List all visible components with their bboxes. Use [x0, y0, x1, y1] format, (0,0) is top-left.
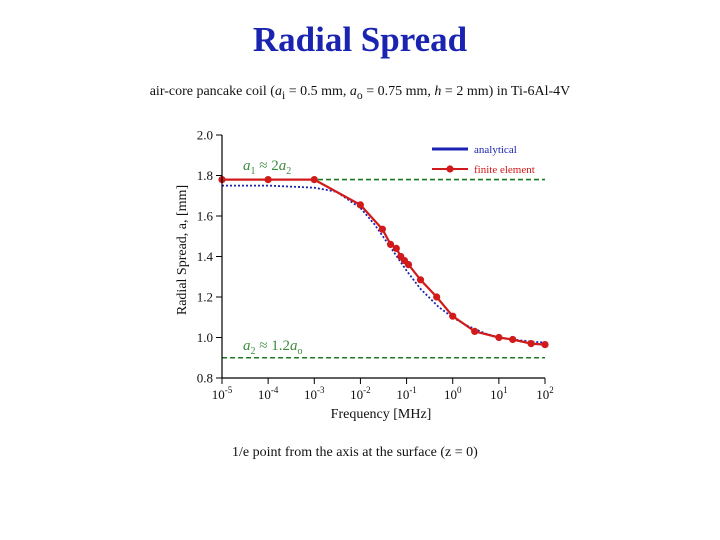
legend: analytical finite element	[432, 144, 535, 176]
finite-element-point	[471, 327, 479, 335]
subtitle-i-subscript: i	[281, 88, 286, 102]
x-tick-exponent: 2	[549, 385, 554, 395]
subtitle-mid1: = 0.5 mm,	[285, 84, 350, 99]
x-tick-label: 10-2	[350, 385, 371, 402]
finite-element-point	[356, 201, 364, 209]
x-tick-label: 10-4	[258, 385, 279, 402]
x-tick-exponent: -1	[409, 385, 417, 395]
annotation-var: a	[243, 158, 251, 174]
annotation-subscript: o	[297, 346, 302, 357]
x-tick-base: 10	[304, 387, 317, 402]
finite-element-point	[392, 244, 400, 252]
finite-element-point	[310, 176, 318, 184]
x-tick-base: 10	[212, 387, 225, 402]
x-axis-label: Frequency [MHz]	[331, 407, 432, 422]
finite-element-point	[416, 276, 425, 284]
reference-annotation-1: a1 ≈ 2a2	[243, 158, 291, 177]
x-tick-exponent: 1	[503, 385, 508, 395]
x-tick-base: 10	[536, 387, 549, 402]
finite-element-point	[404, 261, 413, 269]
subtitle-a-var-2: a	[349, 84, 357, 99]
y-tick-label: 1.6	[197, 209, 214, 224]
annotation-subscript: 1	[251, 166, 256, 177]
x-tick-base: 10	[444, 387, 457, 402]
y-tick-label: 1.4	[197, 249, 214, 264]
y-axis-label: Radial Spread, a, [mm]	[175, 185, 190, 315]
annotation-var: a	[279, 158, 287, 174]
finite-element-point	[378, 225, 386, 233]
subtitle-h-var: h	[434, 84, 442, 99]
legend-analytical-label: analytical	[474, 144, 517, 156]
subtitle-o-subscript: o	[356, 88, 363, 102]
axes: 0.81.01.21.41.61.82.010-5 10-4 10-3 10-2 10-…	[175, 128, 554, 423]
x-tick-label: 10-1	[396, 385, 417, 402]
x-tick-exponent: -4	[271, 385, 279, 395]
x-tick-exponent: -5	[225, 385, 233, 395]
reference-annotation-2: a2 ≈ 1.2ao	[243, 338, 302, 357]
annotation-subscript: 2	[286, 166, 291, 177]
annotation-subscript: 2	[251, 346, 256, 357]
finite-element-point	[433, 293, 441, 301]
x-tick-exponent: -2	[363, 385, 371, 395]
annotation-var: a	[290, 338, 298, 354]
x-tick-exponent: -3	[317, 385, 325, 395]
finite-element-point	[449, 312, 457, 320]
x-tick-exponent: 0	[457, 385, 462, 395]
subtitle-prefix: air-core pancake coil (	[149, 84, 275, 99]
figure-caption: 1/e point from the axis at the surface (…	[232, 445, 478, 460]
y-tick-label: 1.0	[197, 330, 213, 345]
finite-element-point	[264, 176, 272, 184]
subtitle-suffix: = 2 mm) in Ti-6Al-4V	[441, 84, 571, 99]
series-layer	[218, 176, 549, 349]
finite-element-point	[509, 335, 517, 344]
finite-element-point	[541, 341, 549, 349]
x-tick-label: 10-3	[304, 385, 325, 402]
annotation-relation: ≈ 1.2	[256, 338, 290, 354]
subtitle-a-var: a	[274, 84, 282, 99]
slide-title: Radial Spread	[252, 20, 468, 59]
x-tick-label: 102	[536, 385, 554, 402]
finite-element-point	[387, 240, 395, 248]
annotation-relation: ≈ 2	[256, 158, 279, 174]
series-finite-element-line	[222, 178, 546, 346]
x-tick-base: 10	[490, 387, 503, 402]
annotation-var: a	[243, 338, 251, 354]
x-tick-label: 100	[444, 385, 462, 402]
x-tick-base: 10	[396, 387, 409, 402]
finite-element-point	[495, 333, 503, 342]
finite-element-point	[527, 340, 535, 348]
x-tick-base: 10	[258, 387, 271, 402]
subtitle-mid2: = 0.75 mm,	[362, 84, 435, 99]
y-tick-label: 1.2	[197, 290, 213, 305]
x-tick-label: 101	[490, 385, 508, 402]
legend-finite-element-label: finite element	[474, 164, 535, 176]
y-tick-label: 1.8	[197, 168, 213, 183]
legend-finite-element-marker	[446, 165, 454, 173]
x-tick-base: 10	[350, 387, 363, 402]
series-analytical-line	[222, 184, 546, 344]
y-tick-label: 0.8	[197, 371, 213, 386]
chart-subtitle: air-core pancake coil (ai = 0.5 mm, ao =…	[0, 84, 720, 102]
y-tick-label: 2.0	[197, 128, 213, 143]
x-tick-label: 10-5	[212, 385, 233, 402]
